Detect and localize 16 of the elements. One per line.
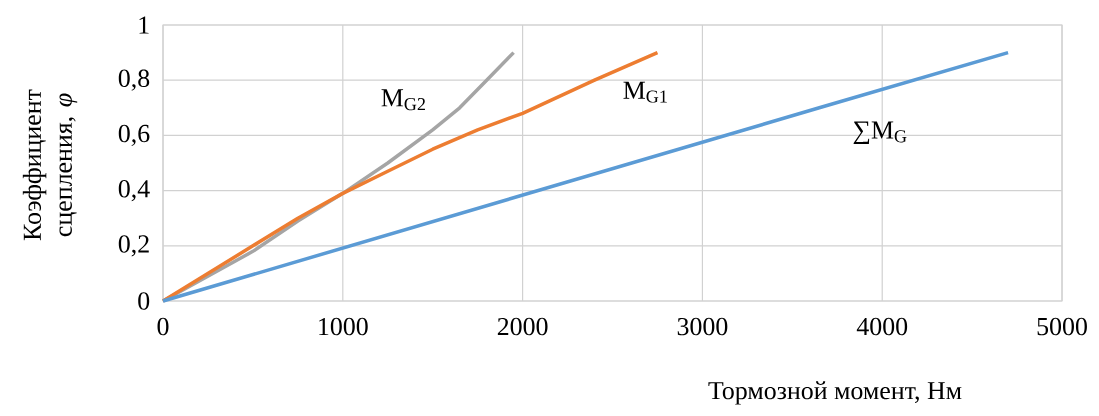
x-tick-label: 3000: [677, 317, 728, 336]
y-tick-label: 0,2: [118, 235, 149, 257]
x-tick-label: 5000: [1037, 317, 1087, 336]
x-axis-title: Тормозной момент, Нм: [708, 381, 962, 405]
y-tick-label: 0: [138, 292, 150, 310]
x-tick-label: 0: [157, 317, 169, 336]
series-label: ∑M$_{G}$: [853, 121, 907, 145]
x-tick-label: 2000: [497, 317, 548, 336]
y-tick-label: 0,4: [118, 179, 150, 202]
y-tick-label: 1: [139, 16, 149, 34]
x-tick-label: 4000: [856, 317, 908, 336]
y-tick-label: 0,6: [118, 124, 150, 146]
series-label: M$_{G1}$: [623, 81, 667, 103]
y-tick-label: 0,8: [118, 69, 150, 91]
series-label: M$_{G2}$: [381, 89, 425, 111]
x-tick-label: 1000: [319, 317, 368, 336]
